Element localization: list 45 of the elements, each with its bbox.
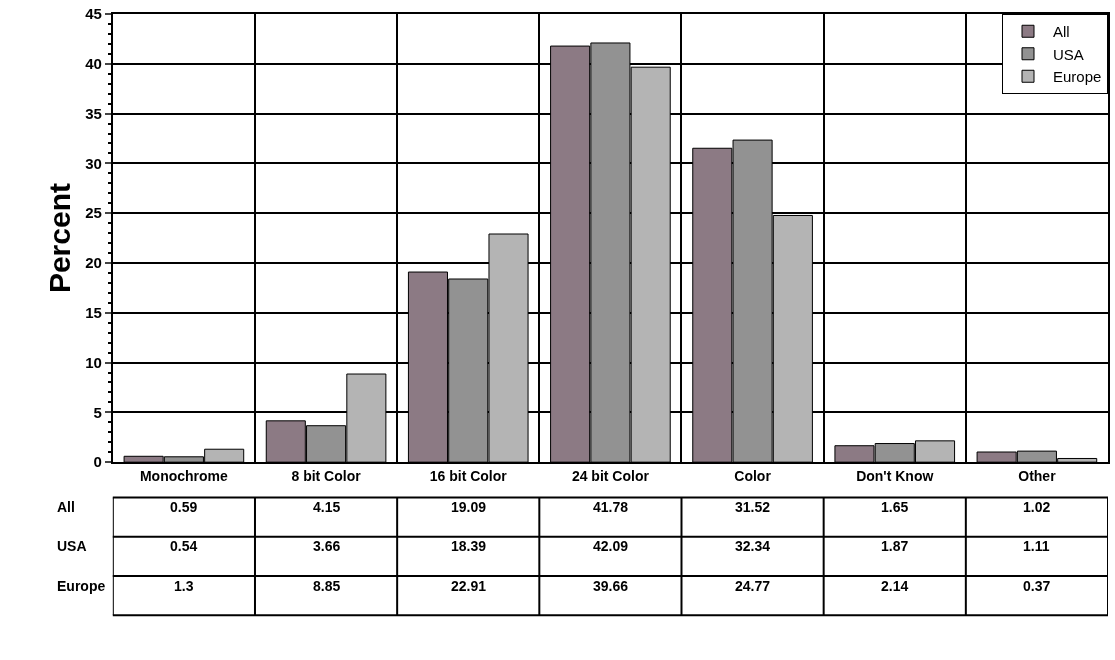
y-tick-label: 35 — [85, 104, 102, 122]
data-label: 4.15 — [313, 499, 341, 515]
data-label: 19.09 — [451, 499, 487, 515]
x-tick-label: 8 bit Color — [291, 467, 362, 484]
data-label: 0.59 — [170, 499, 198, 515]
text: Europe — [57, 578, 106, 594]
y-tick-label: 45 — [85, 5, 102, 23]
data-label: 18.39 — [451, 538, 487, 554]
data-label: 0.37 — [1023, 578, 1051, 594]
data-label: 8.85 — [313, 578, 341, 594]
text: All — [57, 499, 75, 515]
data-label: 41.78 — [593, 499, 629, 515]
legend-label: Europe — [1053, 68, 1102, 86]
x-tick-label: Monochrome — [139, 467, 229, 484]
y-tick-label: 20 — [85, 254, 102, 272]
data-label: 42.09 — [593, 538, 629, 554]
data-label: 32.34 — [735, 538, 771, 554]
y-tick-label: 5 — [93, 403, 102, 421]
x-tick-label: Color — [734, 467, 772, 484]
y-tick-label: 30 — [85, 154, 102, 172]
y-tick-label: 15 — [85, 304, 102, 322]
y-tick-label: 0 — [93, 453, 102, 471]
data-label: 1.3 — [174, 578, 194, 594]
x-tick-label: Other — [1018, 467, 1057, 484]
y-tick-label: 10 — [85, 353, 102, 371]
y-axis-title: Percent — [42, 183, 76, 294]
data-label: 22.91 — [451, 578, 487, 594]
y-tick-label: 25 — [85, 204, 102, 222]
data-label: 2.14 — [881, 578, 909, 594]
data-label: 1.65 — [881, 499, 909, 515]
x-tick-label: Don't Know — [856, 467, 934, 484]
data-label: 1.87 — [881, 538, 909, 554]
x-tick-label: 16 bit Color — [429, 467, 508, 484]
data-label: 0.54 — [170, 538, 198, 554]
y-tick-label: 40 — [85, 55, 102, 73]
data-label: 24.77 — [735, 578, 771, 594]
x-tick-label: 24 bit Color — [571, 467, 650, 484]
data-label: 1.11 — [1023, 538, 1050, 554]
legend-label: All — [1053, 23, 1070, 41]
text: USA — [57, 538, 87, 554]
data-label: 39.66 — [593, 578, 629, 594]
legend-label: USA — [1053, 45, 1084, 63]
data-label: 3.66 — [313, 538, 341, 554]
data-label: 31.52 — [735, 499, 771, 515]
data-label: 1.02 — [1023, 499, 1051, 515]
